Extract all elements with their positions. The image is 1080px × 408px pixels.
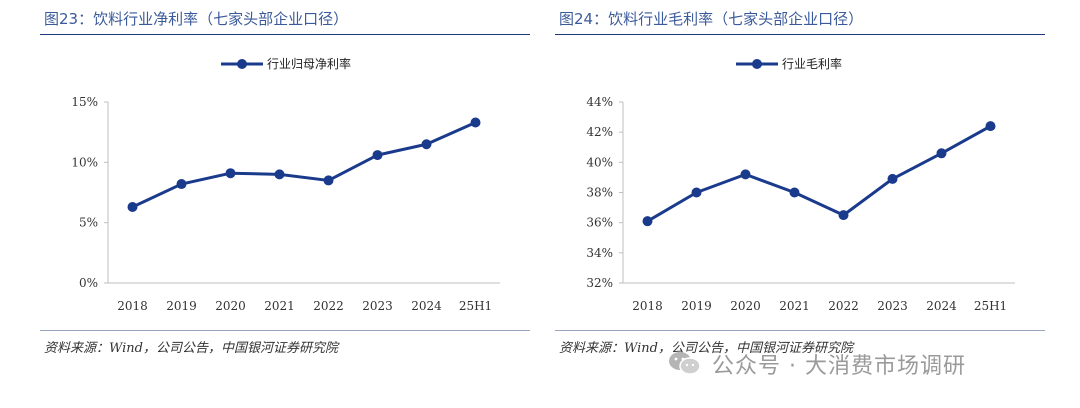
y-tick-label: 36%: [586, 216, 613, 230]
data-point: [740, 169, 751, 180]
source-note: 资料来源：Wind，公司公告，中国银河证券研究院: [559, 341, 853, 356]
data-point: [127, 201, 138, 212]
x-tick-label: 2020: [215, 299, 246, 313]
data-point: [985, 121, 996, 132]
y-tick-label: 40%: [586, 155, 613, 169]
gross-margin-chart: 行业毛利率 32% 34% 36% 38% 40% 42% 44% 2018 2019 2020 20…: [586, 56, 1015, 313]
source-note: 资料来源：Wind，公司公告，中国银河证券研究院: [44, 341, 338, 356]
y-tick-label: 38%: [586, 186, 613, 200]
source-rule: [40, 330, 530, 331]
series-line: [646, 124, 992, 223]
x-tick-label: 2019: [681, 299, 712, 313]
legend-label: 行业归母净利率: [267, 56, 351, 71]
y-tick-label: 10%: [71, 155, 98, 169]
net-margin-chart: 行业归母净利率 0% 5% 10% 15% 2018 2019 2020 2021 2022 202…: [71, 56, 500, 313]
x-tick-label: 25H1: [459, 299, 492, 313]
wechat-icon: [669, 352, 701, 375]
data-point: [421, 139, 432, 150]
x-tick-label: 2020: [730, 299, 761, 313]
series-line: [131, 121, 477, 209]
x-tick-label: 2018: [632, 299, 663, 313]
y-tick-label: 32%: [586, 276, 613, 290]
figure-title: 图24：饮料行业毛利率（七家头部企业口径）: [559, 10, 864, 28]
x-tick-label: 2022: [313, 299, 344, 313]
x-tick-label: 2021: [779, 299, 810, 313]
x-tick-label: 2024: [926, 299, 957, 313]
data-point: [176, 179, 187, 190]
x-tick-label: 2022: [828, 299, 859, 313]
gross-margin-panel: 图24：饮料行业毛利率（七家头部企业口径） 行业毛利率 32% 34% 36% 38% 4…: [555, 0, 1045, 408]
data-point: [470, 117, 481, 128]
data-point: [225, 168, 236, 179]
y-tick-label: 44%: [586, 95, 613, 109]
data-point: [691, 187, 702, 198]
y-tick-label: 5%: [79, 216, 98, 230]
y-tick-label: 34%: [586, 246, 613, 260]
x-tick-label: 2018: [117, 299, 148, 313]
x-tick-label: 2024: [411, 299, 442, 313]
x-tick-label: 2023: [877, 299, 908, 313]
watermark-text: 公众号 · 大消费市场调研: [712, 354, 966, 379]
legend-marker: [237, 59, 247, 69]
title-rule: [555, 34, 1045, 35]
data-point: [642, 216, 653, 227]
data-point: [887, 173, 898, 184]
legend-marker: [752, 59, 762, 69]
data-point: [838, 210, 849, 221]
x-tick-label: 2019: [166, 299, 197, 313]
data-point: [274, 169, 285, 180]
y-tick-label: 0%: [79, 276, 98, 290]
data-point: [323, 175, 334, 186]
x-tick-label: 2023: [362, 299, 393, 313]
source-rule: [555, 330, 1045, 331]
x-tick-label: 2021: [264, 299, 295, 313]
data-point: [372, 150, 383, 161]
legend-label: 行业毛利率: [782, 56, 842, 71]
figure-title: 图23：饮料行业净利率（七家头部企业口径）: [44, 10, 349, 28]
y-tick-label: 42%: [586, 125, 613, 139]
data-point: [936, 148, 947, 159]
x-tick-label: 25H1: [974, 299, 1007, 313]
y-tick-label: 15%: [71, 95, 98, 109]
net-margin-panel: 图23：饮料行业净利率（七家头部企业口径） 行业归母净利率 0% 5% 10% 15% 2…: [40, 0, 530, 408]
title-rule: [40, 34, 530, 35]
data-point: [789, 187, 800, 198]
